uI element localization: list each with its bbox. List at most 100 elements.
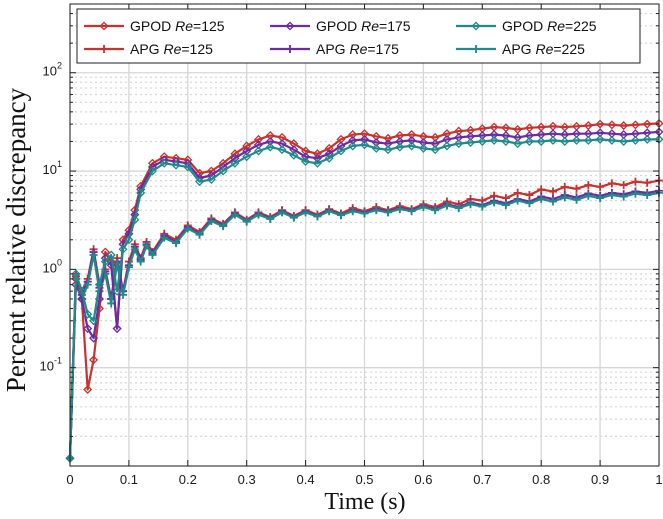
data-point — [454, 139, 464, 149]
x-tick-label: 0 — [66, 472, 73, 487]
y-tick-base: 10 — [43, 64, 57, 79]
series-line — [68, 191, 660, 459]
legend-method: APG — [502, 41, 532, 57]
data-point — [607, 179, 616, 188]
data-point — [584, 191, 593, 200]
x-tick-label: 1 — [655, 472, 662, 487]
data-point — [106, 250, 116, 260]
data-point — [359, 134, 370, 144]
data-point — [395, 142, 405, 152]
data-point — [501, 136, 511, 146]
data-point — [195, 177, 205, 187]
x-tick-label: 0.7 — [473, 472, 491, 487]
data-point — [348, 135, 358, 145]
data-point — [584, 181, 593, 190]
y-axis-label: Percent relative discrepancy — [1, 87, 31, 392]
legend-method: GPOD — [316, 18, 357, 34]
data-point — [477, 136, 487, 146]
data-point — [254, 210, 263, 219]
legend-marker — [472, 45, 480, 53]
data-point — [407, 141, 417, 151]
data-point — [206, 174, 216, 185]
x-axis-label: Time (s) — [324, 489, 405, 515]
data-point — [147, 166, 157, 176]
data-point — [77, 286, 87, 296]
y-tick-label: 10-1 — [40, 356, 62, 374]
data-point — [242, 141, 252, 151]
data-point — [230, 210, 239, 219]
data-point — [537, 194, 546, 203]
data-point — [537, 185, 546, 194]
legend-label: APG Re=175 — [316, 41, 399, 57]
data-point — [348, 141, 358, 151]
data-point — [71, 269, 81, 279]
y-tick-base: 10 — [43, 260, 57, 275]
legend-re-value: =225 — [565, 18, 597, 34]
data-point — [395, 130, 405, 140]
legend-box — [76, 8, 641, 64]
data-point — [289, 213, 298, 222]
data-point — [596, 194, 605, 203]
data-point — [372, 206, 381, 215]
data-point — [501, 201, 510, 210]
data-point — [83, 309, 93, 319]
legend-marker — [99, 21, 109, 31]
data-point — [489, 130, 499, 140]
data-point — [513, 139, 523, 149]
data-point — [548, 197, 557, 206]
data-point — [572, 184, 581, 193]
legend-re-symbol: Re — [163, 41, 181, 57]
data-point — [560, 182, 569, 191]
legend-label: GPOD Re=225 — [502, 18, 597, 34]
data-point — [277, 139, 287, 149]
data-point — [619, 121, 629, 131]
data-point — [572, 195, 581, 204]
y-tick-label: 100 — [43, 257, 62, 275]
x-tick-label: 0.8 — [532, 472, 550, 487]
data-point — [383, 145, 393, 155]
y-tick-exponent: 2 — [57, 61, 62, 71]
data-point — [524, 136, 534, 146]
data-point — [524, 130, 534, 140]
data-point — [431, 206, 440, 215]
data-point — [312, 153, 322, 163]
legend-marker — [471, 21, 481, 31]
data-point — [642, 119, 652, 129]
data-point — [242, 152, 252, 162]
data-point — [596, 182, 605, 191]
y-tick-base: 10 — [40, 359, 54, 374]
data-point — [643, 191, 652, 200]
data-point — [253, 146, 263, 156]
data-point — [643, 178, 652, 187]
data-point — [454, 132, 464, 142]
data-point — [548, 187, 557, 196]
data-point — [619, 136, 629, 146]
legend-re-value: =175 — [379, 18, 411, 34]
series-gpod-re-125 — [65, 118, 663, 463]
data-point — [466, 131, 476, 141]
data-point — [418, 143, 428, 153]
data-point — [348, 130, 358, 140]
x-tick-label: 0.2 — [179, 472, 197, 487]
data-point — [159, 158, 169, 168]
data-point — [395, 136, 405, 146]
data-point — [219, 222, 228, 231]
legend-method: APG — [130, 41, 160, 57]
y-tick-exponent: 0 — [57, 257, 62, 267]
data-point — [148, 250, 157, 259]
data-point — [265, 142, 275, 152]
data-point — [94, 303, 104, 314]
legend-item: APG Re=175 — [270, 41, 399, 57]
data-point — [230, 158, 240, 168]
data-point — [313, 212, 322, 221]
data-point — [360, 209, 369, 218]
data-point — [289, 150, 299, 160]
legend-item: APG Re=225 — [456, 41, 585, 57]
legend-label: GPOD Re=175 — [316, 18, 411, 34]
data-point — [607, 135, 617, 145]
legend-re-symbol: Re — [547, 18, 565, 34]
legend-item: GPOD Re=175 — [270, 18, 411, 34]
data-point — [94, 280, 104, 290]
legend-marker — [286, 45, 294, 53]
